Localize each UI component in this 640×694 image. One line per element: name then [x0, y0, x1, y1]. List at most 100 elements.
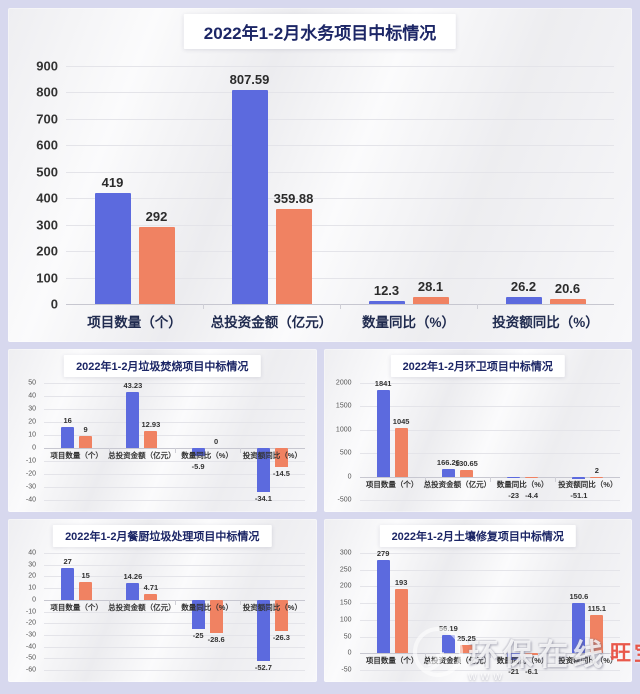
gridline: [359, 569, 620, 571]
gridline: [44, 487, 305, 488]
gridline: [359, 406, 620, 408]
category-label: 总投资金额（亿元）: [210, 315, 333, 330]
bar-value-label: 28.1: [417, 278, 444, 294]
bar-value-label: -26.3: [272, 632, 290, 642]
category-group: 总投资金额（亿元） 43.23 12.93: [108, 380, 176, 500]
y-axis-tick-label: 20: [28, 572, 36, 580]
y-axis-tick-label: 800: [36, 84, 58, 100]
y-axis-tick-label: 0: [347, 473, 352, 481]
y-axis-tick-label: -30: [25, 631, 36, 639]
y-axis-tick-label: 200: [36, 243, 58, 259]
bar-value-label: 150.6: [569, 591, 589, 601]
y-axis-tick-label: 150: [339, 599, 352, 607]
bar-blue: [376, 390, 390, 477]
category-group: 总投资金额（亿元） 56.19 25.25: [424, 553, 492, 670]
bar-value-label: 359.88: [273, 190, 314, 206]
y-axis-tick-label: 250: [339, 566, 352, 574]
y-axis-tick-label: 900: [36, 58, 58, 74]
y-axis-tick-label: -10: [25, 608, 36, 615]
chart-card-waste-incineration: 2022年1-2月垃圾焚烧项目中标情况 -40 -30 -20 -10 0 10 20 30 4…: [8, 349, 317, 512]
category-label: 项目数量（个）: [365, 656, 419, 666]
bar-orange: [394, 427, 408, 477]
category-group: 投资额同比（%） 26.2 20.6: [477, 66, 614, 330]
bar-value-label: -23: [508, 490, 520, 500]
bar-blue: [368, 300, 405, 304]
gridline: [66, 171, 614, 173]
bar-value-label: -21: [508, 667, 520, 677]
category-group: 项目数量（个） 27 15: [44, 553, 109, 670]
gridline: [359, 586, 620, 588]
bar-value-label: 115.1: [587, 603, 607, 613]
bar-value-label: -25: [192, 631, 204, 641]
category-group: 总投资金额（亿元） 166.26 130.65: [424, 383, 492, 500]
gridline: [44, 588, 305, 590]
bar-value-label: 292: [145, 208, 168, 224]
chart-title: 2022年1-2月餐厨垃圾处理项目中标情况: [53, 525, 272, 547]
bar-value-label: 15: [81, 571, 90, 581]
gridline: [359, 383, 620, 384]
bar-orange: [274, 599, 288, 631]
y-axis-tick-label: 50: [343, 633, 352, 641]
gridline: [66, 277, 614, 279]
category-label: 数量同比（%）: [361, 315, 456, 330]
bar-value-label: 2: [594, 465, 599, 475]
y-axis-tick-label: -10: [25, 457, 36, 465]
gridline: [44, 461, 305, 462]
gridline: [359, 619, 620, 621]
y-axis-tick-label: 500: [339, 449, 352, 457]
category-label: 投资额同比（%）: [558, 479, 618, 489]
gridline: [359, 636, 620, 638]
bar-blue: [572, 602, 586, 654]
bar-blue: [126, 583, 140, 600]
y-axis-tick-label: -40: [25, 643, 36, 651]
gridline: [44, 409, 305, 410]
category-label: 项目数量（个）: [50, 602, 103, 612]
bar-orange: [412, 296, 449, 304]
y-axis-tick-label: 40: [28, 392, 36, 400]
bar-value-label: 1045: [392, 416, 410, 426]
y-axis-tick-label: -30: [25, 483, 36, 491]
category-group: 投资额同比（%） 150.6 115.1: [555, 553, 620, 670]
bar-blue: [572, 476, 586, 479]
gridline: [44, 646, 305, 648]
x-axis-line: [359, 476, 620, 478]
bar-blue: [376, 560, 390, 654]
category-group: 数量同比（%） -25 -28.6: [175, 553, 240, 670]
gridline: [359, 453, 620, 455]
gridline: [44, 670, 305, 671]
gridline: [66, 251, 614, 253]
bar-value-label: -5.9: [191, 462, 205, 471]
gridline: [44, 435, 305, 436]
bar-value-label: -14.5: [272, 468, 290, 478]
bar-blue: [61, 568, 75, 600]
x-axis-line: [44, 448, 305, 449]
bar-value-label: -51.1: [570, 490, 588, 500]
y-axis-tick-label: 20: [28, 418, 36, 426]
y-axis-tick-label: 200: [339, 582, 352, 590]
axis-separator-tick: [109, 599, 111, 605]
bar-value-label: 12.93: [141, 420, 161, 430]
gridline: [66, 198, 614, 200]
bar-orange: [79, 436, 93, 448]
category-label: 总投资金额（亿元）: [108, 451, 176, 460]
axis-separator-tick: [424, 476, 426, 482]
gridline: [44, 396, 305, 397]
y-axis-tick-label: 40: [28, 549, 36, 557]
category-group: 项目数量（个） 279 193: [360, 549, 425, 670]
y-axis-tick-label: -20: [25, 470, 36, 478]
y-axis-tick-label: 600: [36, 137, 58, 153]
bar-value-label: 43.23: [123, 380, 143, 390]
y-axis-tick-label: 1500: [335, 402, 352, 410]
axis-separator-tick: [490, 653, 491, 659]
bar-value-label: 25.25: [456, 633, 476, 643]
chart-card-sanitation: 2022年1-2月环卫项目中标情况 -500 0 500 1000 1500 2000 项目…: [323, 349, 632, 512]
bar-orange: [144, 594, 158, 600]
bar-blue: [231, 90, 268, 304]
bar-value-label: -52.7: [254, 663, 272, 673]
bar-blue: [256, 448, 270, 493]
y-axis-tick-label: -20: [25, 619, 36, 627]
chart-title-text: 2022年1-2月餐厨垃圾处理项目中标情况: [65, 531, 260, 543]
y-axis-tick-label: 30: [28, 561, 36, 569]
category-label: 投资额同比（%）: [492, 315, 599, 330]
bar-orange: [394, 588, 408, 654]
